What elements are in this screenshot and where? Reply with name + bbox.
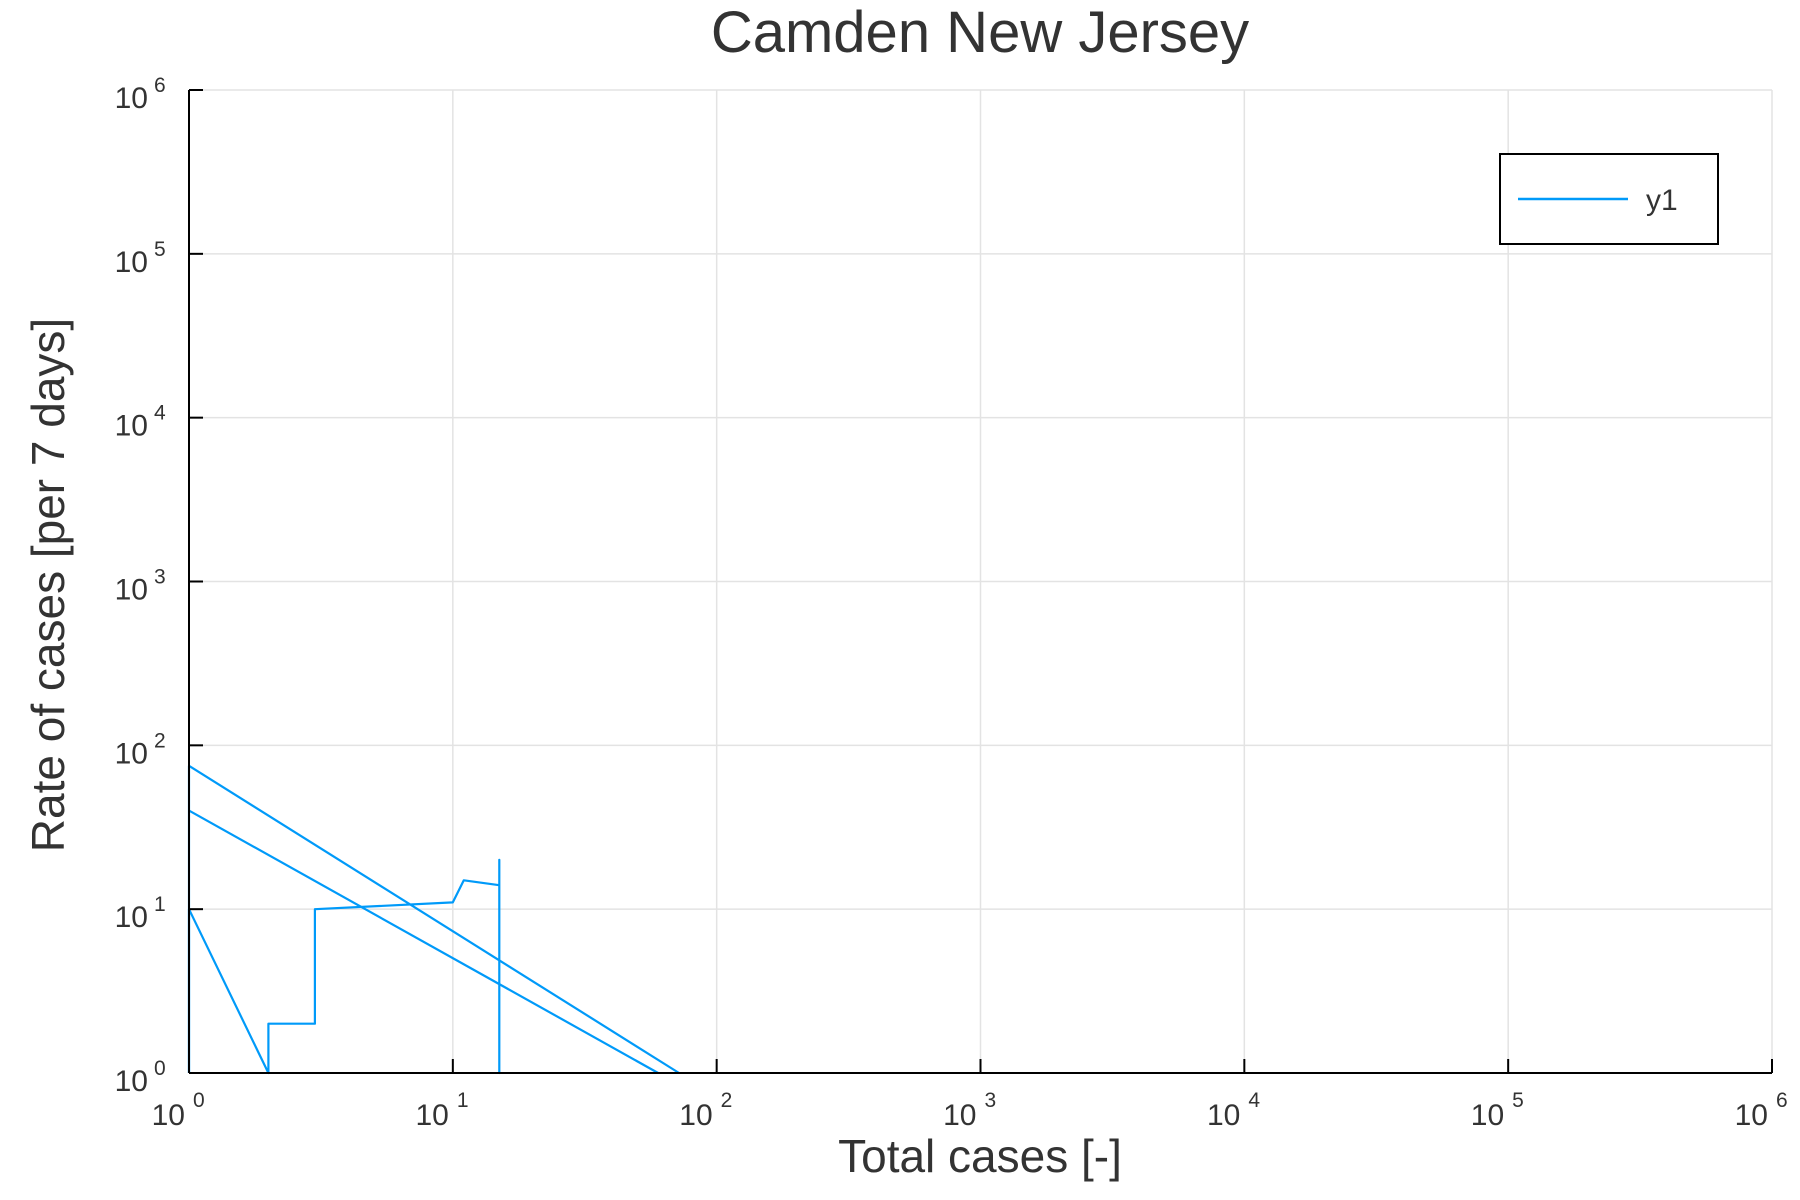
x-tick-label: 10 [1207, 1099, 1240, 1132]
chart-title: Camden New Jersey [711, 0, 1249, 65]
y-tick-exponent: 4 [154, 402, 166, 425]
x-tick-label: 10 [943, 1099, 976, 1132]
x-tick-label: 10 [415, 1099, 448, 1132]
x-tick-exponent: 3 [985, 1089, 997, 1112]
y-tick-exponent: 1 [154, 893, 166, 916]
y-tick-exponent: 2 [154, 729, 166, 752]
x-tick-exponent: 5 [1512, 1089, 1524, 1112]
y-tick-exponent: 6 [154, 74, 166, 97]
y-tick-label: 10 [115, 737, 148, 770]
legend: y1 [1499, 153, 1719, 245]
y-tick-label: 10 [115, 574, 148, 607]
axes [188, 89, 1773, 1074]
y-tick-exponent: 3 [154, 566, 166, 589]
x-tick-exponent: 6 [1776, 1089, 1788, 1112]
x-axis-label: Total cases [-] [838, 1130, 1122, 1182]
series-segment-y1 [188, 809, 659, 1074]
x-tick-label: 10 [679, 1099, 712, 1132]
series-segment-y1 [188, 764, 680, 1074]
y-axis-label: Rate of cases [per 7 days] [22, 318, 74, 852]
y-tick-exponent: 0 [154, 1057, 166, 1080]
x-tick-exponent: 0 [193, 1089, 205, 1112]
y-tick-label: 10 [115, 1065, 148, 1098]
legend-label: y1 [1646, 184, 1678, 217]
y-tick-label: 10 [115, 901, 148, 934]
x-tick-label: 10 [152, 1099, 185, 1132]
x-tick-exponent: 4 [1248, 1089, 1260, 1112]
y-tick-label: 10 [115, 246, 148, 279]
x-tick-exponent: 1 [457, 1089, 469, 1112]
grid [188, 89, 1773, 1074]
x-tick-label: 10 [1735, 1099, 1768, 1132]
y-tick-label: 10 [115, 82, 148, 115]
x-tick-label: 10 [1471, 1099, 1504, 1132]
x-tick-exponent: 2 [721, 1089, 733, 1112]
tick-labels: 10 0 10 1 10 2 10 3 10 4 10 5 10 610 010 110 210 310 410 51… [115, 74, 1788, 1132]
plot-series [187, 764, 680, 1075]
y-tick-exponent: 5 [154, 238, 166, 261]
y-tick-label: 10 [115, 410, 148, 443]
series-line-y1 [187, 858, 501, 1075]
